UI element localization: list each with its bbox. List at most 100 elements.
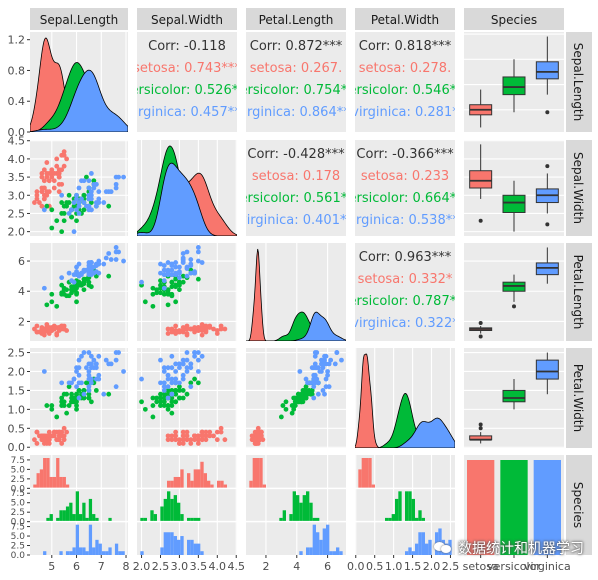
scatter-point-virginica: [113, 384, 119, 390]
scatter-point-virginica: [165, 372, 171, 378]
scatter-point-setosa: [184, 429, 190, 435]
x-tick-label: 1.0: [385, 560, 403, 573]
x-tick-label: 3.5: [190, 560, 208, 573]
scatter-point-virginica: [322, 391, 327, 397]
scatter-point-virginica: [195, 357, 201, 363]
scatter-point-setosa: [169, 433, 175, 439]
scatter-point-virginica: [173, 369, 179, 374]
scatter-point-setosa: [173, 331, 179, 336]
scatter-point-setosa: [203, 329, 209, 335]
scatter-point-virginica: [177, 264, 182, 270]
scatter-point-virginica: [169, 272, 175, 278]
histogram-bar-versicolor: [309, 502, 313, 522]
scatter-point-versicolor: [84, 174, 89, 180]
scatter-point-virginica: [199, 353, 205, 359]
y-tick-label: 3.0: [8, 189, 26, 202]
scatter-point-virginica: [139, 376, 144, 382]
density-panel-3: [355, 353, 455, 448]
scatter-point-virginica: [169, 376, 175, 382]
corr-text-overall: Corr: 0.818***: [359, 39, 452, 54]
panel-2-0: [30, 243, 128, 341]
scatter-point-setosa: [177, 441, 182, 446]
scatter-point-setosa: [180, 433, 186, 439]
strip-label-top-4: Species: [491, 13, 537, 27]
scatter-point-virginica: [86, 384, 92, 390]
scatter-point-setosa: [61, 425, 67, 431]
scatter-point-versicolor: [188, 380, 194, 386]
scatter-point-setosa: [199, 433, 205, 439]
histogram-bar-setosa: [210, 484, 214, 489]
scatter-point-setosa: [192, 325, 197, 330]
histogram-bar-setosa: [207, 480, 211, 489]
histogram-bar-virginica: [114, 543, 119, 555]
scatter-point-virginica: [161, 272, 167, 278]
scatter-point-setosa: [44, 192, 50, 198]
box-setosa: [469, 170, 493, 189]
scatter-point-versicolor: [192, 376, 197, 382]
scatter-point-setosa: [46, 441, 52, 446]
scatter-point-versicolor: [280, 403, 286, 408]
corr-text-virginica: virginica: 0.281*: [351, 105, 459, 120]
scatter-point-versicolor: [169, 279, 175, 285]
scatter-point-virginica: [320, 361, 326, 367]
scatter-point-versicolor: [91, 178, 97, 184]
strip-right-3: [566, 348, 592, 448]
histogram-bar-versicolor: [56, 517, 60, 522]
histogram-bar-setosa: [365, 458, 369, 489]
scatter-point-virginica: [311, 395, 317, 401]
y-tick-label: 0.8: [8, 64, 26, 77]
scatter-point-setosa: [195, 437, 201, 443]
scatter-point-virginica: [169, 391, 175, 397]
x-tick-label: 5: [48, 560, 55, 573]
scatter-point-virginica: [173, 361, 179, 367]
scatter-point-virginica: [165, 272, 171, 278]
histogram-bar-setosa: [62, 476, 66, 489]
scatter-point-setosa: [180, 437, 186, 443]
histogram-bar-setosa: [223, 484, 227, 489]
scatter-point-virginica: [74, 192, 79, 198]
scatter-point-virginica: [113, 185, 119, 191]
scatter-point-setosa: [41, 185, 47, 191]
count-tick-label: 0.0: [11, 484, 26, 494]
scatter-point-setosa: [192, 433, 197, 439]
scatter-point-virginica: [86, 369, 92, 374]
scatter-point-setosa: [39, 189, 45, 195]
scatter-point-virginica: [91, 270, 97, 276]
scatter-point-setosa: [51, 178, 57, 184]
corr-text-virginica: virginica: 0.538***: [345, 213, 466, 228]
scatter-point-virginica: [180, 376, 186, 382]
panel-4-1: [137, 455, 237, 555]
scatter-point-versicolor: [64, 293, 70, 299]
scatter-point-versicolor: [76, 388, 82, 393]
x-tick-label: 6: [73, 560, 80, 573]
scatter-point-virginica: [86, 388, 92, 393]
scatter-point-virginica: [106, 251, 112, 256]
scatter-point-setosa: [173, 433, 179, 439]
count-tick-label: 2.5: [11, 542, 25, 552]
histogram-bar-setosa: [43, 458, 47, 489]
scatter-point-virginica: [315, 380, 321, 386]
y-tick-label: 4.5: [8, 135, 26, 148]
corr-text-setosa: setosa: 0.278.: [359, 61, 451, 76]
scatter-point-versicolor: [59, 395, 65, 401]
scatter-point-virginica: [88, 376, 94, 382]
histogram-bar-virginica: [69, 551, 73, 555]
box-versicolor: [502, 194, 526, 214]
scatter-point-virginica: [121, 174, 126, 180]
boxplot-panel-0: [469, 36, 559, 128]
scatter-point-setosa: [177, 329, 182, 335]
scatter-point-versicolor: [64, 410, 70, 416]
y-tick-label: 1.2: [8, 34, 26, 47]
scatter-point-setosa: [41, 167, 47, 173]
scatter-point-versicolor: [139, 399, 144, 405]
scatter-point-virginica: [66, 211, 72, 216]
scatter-point-virginica: [93, 203, 99, 209]
y-tick-label: 2: [18, 315, 25, 328]
density-panel-2: [246, 248, 346, 341]
scatter-point-virginica: [41, 369, 47, 374]
scatter-point-versicolor: [169, 293, 175, 299]
histogram-bar-versicolor: [79, 514, 83, 522]
count-tick-label: 0.0: [11, 518, 26, 528]
scatter-point-virginica: [91, 181, 97, 187]
scatter-point-setosa: [34, 189, 40, 195]
